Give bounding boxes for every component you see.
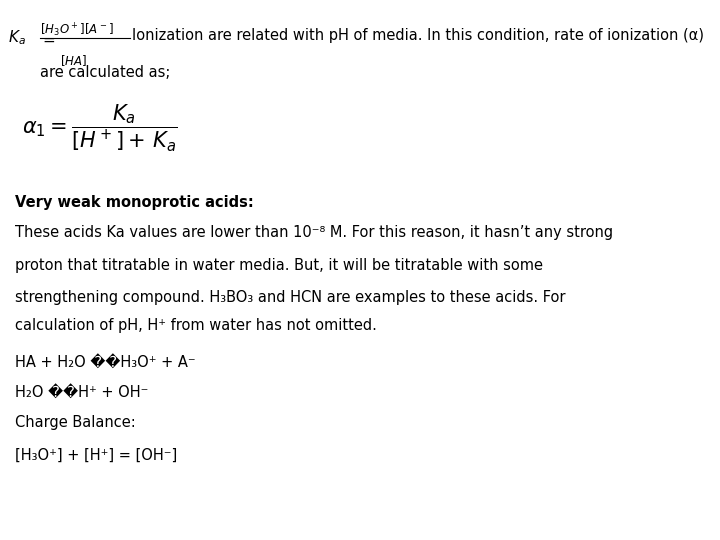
Text: calculation of pH, H⁺ from water has not omitted.: calculation of pH, H⁺ from water has not… — [15, 318, 377, 333]
Text: Ionization are related with pH of media. In this condition, rate of ionization (: Ionization are related with pH of media.… — [132, 28, 704, 43]
Text: Very weak monoprotic acids:: Very weak monoprotic acids: — [15, 195, 253, 210]
Text: $= \quad$: $= \quad$ — [40, 33, 56, 46]
Text: Charge Balance:: Charge Balance: — [15, 415, 136, 430]
Text: H₂O ��H⁺ + OH⁻: H₂O ��H⁺ + OH⁻ — [15, 385, 148, 400]
Text: strengthening compound. H₃BO₃ and HCN are examples to these acids. For: strengthening compound. H₃BO₃ and HCN ar… — [15, 290, 565, 305]
Text: are calculated as;: are calculated as; — [40, 65, 171, 80]
Text: $[HA]$: $[HA]$ — [60, 53, 86, 68]
Text: proton that titratable in water media. But, it will be titratable with some: proton that titratable in water media. B… — [15, 258, 543, 273]
Text: These acids Ka values are lower than 10⁻⁸ M. For this reason, it hasn’t any stro: These acids Ka values are lower than 10⁻… — [15, 225, 613, 240]
Text: $[H_3O^+][A^-]$: $[H_3O^+][A^-]$ — [40, 22, 114, 39]
Text: $K_a$: $K_a$ — [8, 29, 26, 48]
Text: HA + H₂O ��H₃O⁺ + A⁻: HA + H₂O ��H₃O⁺ + A⁻ — [15, 355, 196, 370]
Text: [H₃O⁺] + [H⁺] = [OH⁻]: [H₃O⁺] + [H⁺] = [OH⁻] — [15, 448, 177, 463]
Text: $\alpha_1 = \dfrac{K_a}{[H^+]+\, K_a}$: $\alpha_1 = \dfrac{K_a}{[H^+]+\, K_a}$ — [22, 103, 178, 153]
